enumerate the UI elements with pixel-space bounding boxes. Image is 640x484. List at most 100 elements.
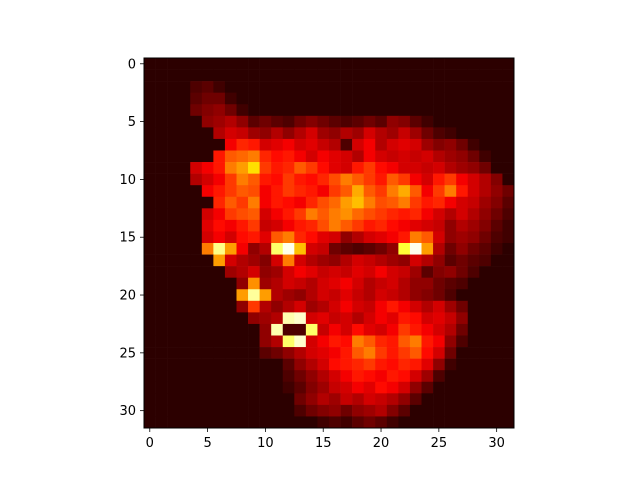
heatmap-cell (190, 173, 203, 186)
heatmap-cell (224, 266, 237, 278)
heatmap-cell (456, 335, 469, 348)
heatmap-cell (305, 138, 318, 151)
heatmap-cell (294, 323, 307, 336)
heatmap-cell (375, 185, 388, 198)
heatmap-cell (317, 243, 330, 255)
heatmap-cell (375, 358, 388, 371)
heatmap-cell (340, 381, 353, 394)
y-tick-label: 10 (119, 173, 136, 188)
heatmap-cell (259, 323, 272, 336)
heatmap-cell (444, 104, 457, 117)
heatmap-cell (398, 185, 411, 198)
heatmap-cell (155, 393, 168, 406)
heatmap-cell (224, 243, 237, 255)
heatmap-cell (340, 69, 353, 82)
heatmap-cell (248, 92, 260, 105)
heatmap-cell (144, 115, 156, 128)
heatmap-cell (433, 254, 445, 267)
heatmap-cell (502, 323, 515, 336)
heatmap-cell (386, 58, 399, 70)
heatmap-cell (340, 115, 353, 128)
heatmap-cell (502, 185, 515, 198)
heatmap-cell (329, 416, 341, 429)
heatmap-cell (490, 347, 503, 359)
heatmap-cell (317, 104, 330, 117)
heatmap-cell (329, 381, 341, 394)
heatmap-cell (178, 81, 191, 93)
heatmap-cell (502, 243, 515, 255)
heatmap-cell (190, 266, 203, 278)
heatmap-cell (502, 289, 515, 302)
heatmap-cell (317, 58, 330, 70)
heatmap-cell (248, 404, 260, 417)
heatmap-cell (178, 243, 191, 255)
heatmap-cell (490, 150, 503, 163)
x-tick-label: 20 (373, 436, 390, 451)
heatmap-cell (490, 393, 503, 406)
heatmap-cell (236, 404, 249, 417)
heatmap-cell (201, 231, 214, 244)
heatmap-cell (352, 277, 364, 290)
heatmap-cell (213, 150, 226, 163)
heatmap-cell (433, 219, 445, 232)
heatmap-cell (178, 208, 191, 221)
heatmap-cell (352, 92, 364, 105)
heatmap-cell (213, 312, 226, 325)
heatmap-cell (363, 393, 376, 406)
heatmap-cell (167, 185, 179, 198)
heatmap-cell (352, 393, 364, 406)
heatmap-cell (340, 277, 353, 290)
heatmap-cell (398, 104, 411, 117)
heatmap-cell (398, 196, 411, 209)
heatmap-cell (236, 150, 249, 163)
heatmap-cell (398, 231, 411, 244)
heatmap-cell (421, 416, 434, 429)
heatmap-cell (467, 243, 480, 255)
heatmap-cell (421, 138, 434, 151)
heatmap-cell (363, 162, 376, 174)
heatmap-cell (352, 300, 364, 313)
heatmap-cell (178, 69, 191, 82)
heatmap-cell (398, 58, 411, 70)
heatmap-cell (190, 115, 203, 128)
heatmap-cell (167, 370, 179, 383)
heatmap-cell (236, 393, 249, 406)
heatmap-cell (444, 323, 457, 336)
heatmap-cell (224, 104, 237, 117)
heatmap-cell (201, 115, 214, 128)
heatmap-cell (213, 347, 226, 359)
heatmap-cell (363, 104, 376, 117)
heatmap-cell (178, 358, 191, 371)
heatmap-cell (490, 266, 503, 278)
heatmap-cell (490, 115, 503, 128)
heatmap-cell (317, 277, 330, 290)
heatmap-cell (421, 173, 434, 186)
heatmap-cell (248, 196, 260, 209)
heatmap-cell (259, 312, 272, 325)
heatmap-cell (248, 416, 260, 429)
heatmap-cell (271, 173, 284, 186)
heatmap-cell (201, 219, 214, 232)
heatmap-cell (329, 277, 341, 290)
heatmap-cell (502, 358, 515, 371)
heatmap-cell (190, 231, 203, 244)
heatmap-cell (467, 231, 480, 244)
heatmap-cell (329, 208, 341, 221)
heatmap-cell (421, 104, 434, 117)
heatmap-cell (236, 208, 249, 221)
heatmap-cell (398, 69, 411, 82)
heatmap-cell (409, 300, 422, 313)
heatmap-cell (259, 347, 272, 359)
heatmap-cell (363, 323, 376, 336)
heatmap-cell (190, 277, 203, 290)
heatmap-cell (409, 312, 422, 325)
heatmap-cell (502, 162, 515, 174)
heatmap-cell (352, 185, 364, 198)
heatmap-cell (190, 219, 203, 232)
heatmap-cell (433, 92, 445, 105)
heatmap-cell (167, 266, 179, 278)
heatmap-cell (282, 347, 295, 359)
heatmap-cell (340, 300, 353, 313)
heatmap-cell (421, 115, 434, 128)
heatmap-cell (282, 115, 295, 128)
